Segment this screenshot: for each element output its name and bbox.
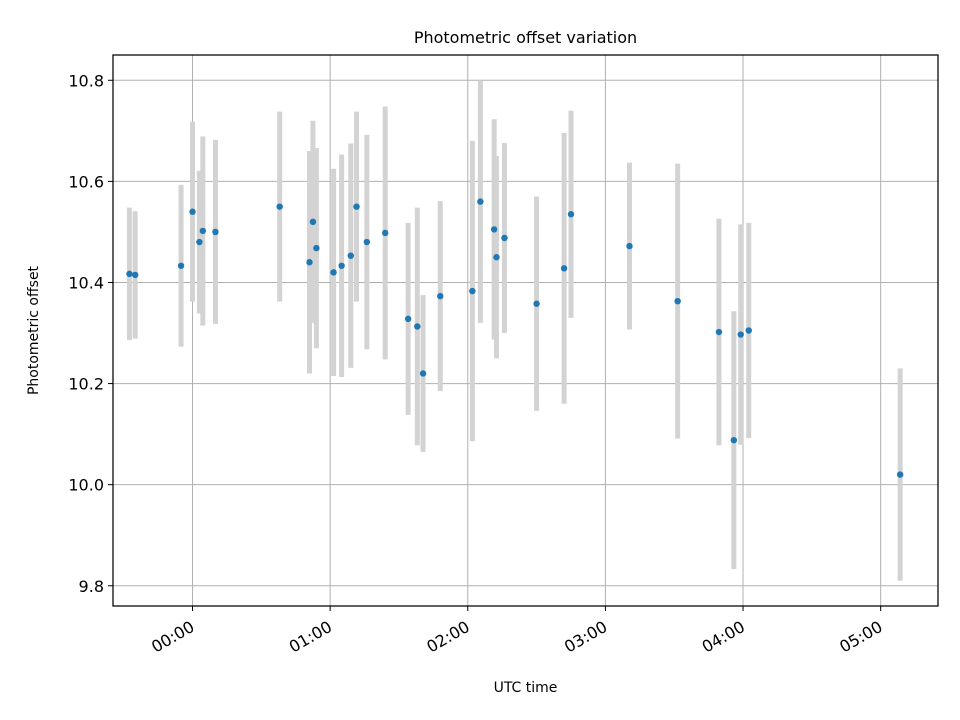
- data-point: [381, 229, 389, 237]
- x-axis-label: UTC time: [494, 680, 558, 696]
- data-point: [131, 271, 139, 279]
- x-tick-label: 02:00: [423, 617, 472, 657]
- data-point: [715, 328, 723, 336]
- plot-area-frame: [112, 54, 939, 607]
- y-tick-label: 10.4: [68, 273, 104, 292]
- data-point: [626, 242, 633, 250]
- x-tick-label: 03:00: [561, 617, 610, 657]
- data-point: [490, 226, 498, 233]
- data-point: [309, 218, 317, 226]
- data-point: [212, 228, 219, 236]
- data-point: [177, 262, 185, 269]
- data-point: [199, 227, 207, 235]
- x-tick-label: 00:00: [148, 617, 197, 657]
- x-tick-label: 04:00: [699, 617, 748, 657]
- data-point: [493, 254, 500, 261]
- data-point: [313, 244, 320, 252]
- data-point: [330, 269, 337, 276]
- data-point: [501, 234, 508, 242]
- y-tick-label: 10.6: [68, 172, 104, 191]
- data-point: [338, 262, 345, 269]
- data-point: [126, 270, 133, 278]
- y-tick-label: 9.8: [79, 577, 104, 596]
- data-point: [189, 208, 196, 215]
- y-tick-label: 10.2: [68, 375, 104, 394]
- data-point: [196, 238, 203, 246]
- data-point: [560, 265, 568, 272]
- data-point: [533, 300, 540, 307]
- data-point: [437, 292, 444, 300]
- data-point: [737, 331, 744, 338]
- chart-title: Photometric offset variation: [414, 28, 637, 47]
- data-point: [306, 259, 313, 266]
- data-points: [126, 198, 904, 478]
- data-point: [674, 297, 681, 305]
- y-tick-label: 10.0: [68, 476, 104, 495]
- x-tick-label: 01:00: [286, 617, 335, 657]
- data-point: [347, 252, 354, 259]
- x-tick-label: 05:00: [836, 617, 885, 657]
- y-axis-label: Photometric offset: [26, 265, 42, 395]
- data-point: [896, 471, 904, 478]
- grid-lines: [113, 55, 938, 606]
- data-point: [730, 436, 738, 444]
- data-point: [469, 287, 476, 295]
- data-point: [404, 315, 412, 323]
- data-point: [745, 327, 752, 334]
- error-bars: [126, 80, 903, 581]
- y-tick-label: 10.8: [68, 71, 104, 90]
- data-point: [363, 238, 371, 246]
- data-point: [419, 370, 427, 377]
- data-point: [414, 323, 421, 330]
- data-point: [353, 203, 360, 210]
- data-point: [567, 211, 575, 218]
- data-point: [276, 203, 283, 210]
- data-point: [477, 198, 484, 205]
